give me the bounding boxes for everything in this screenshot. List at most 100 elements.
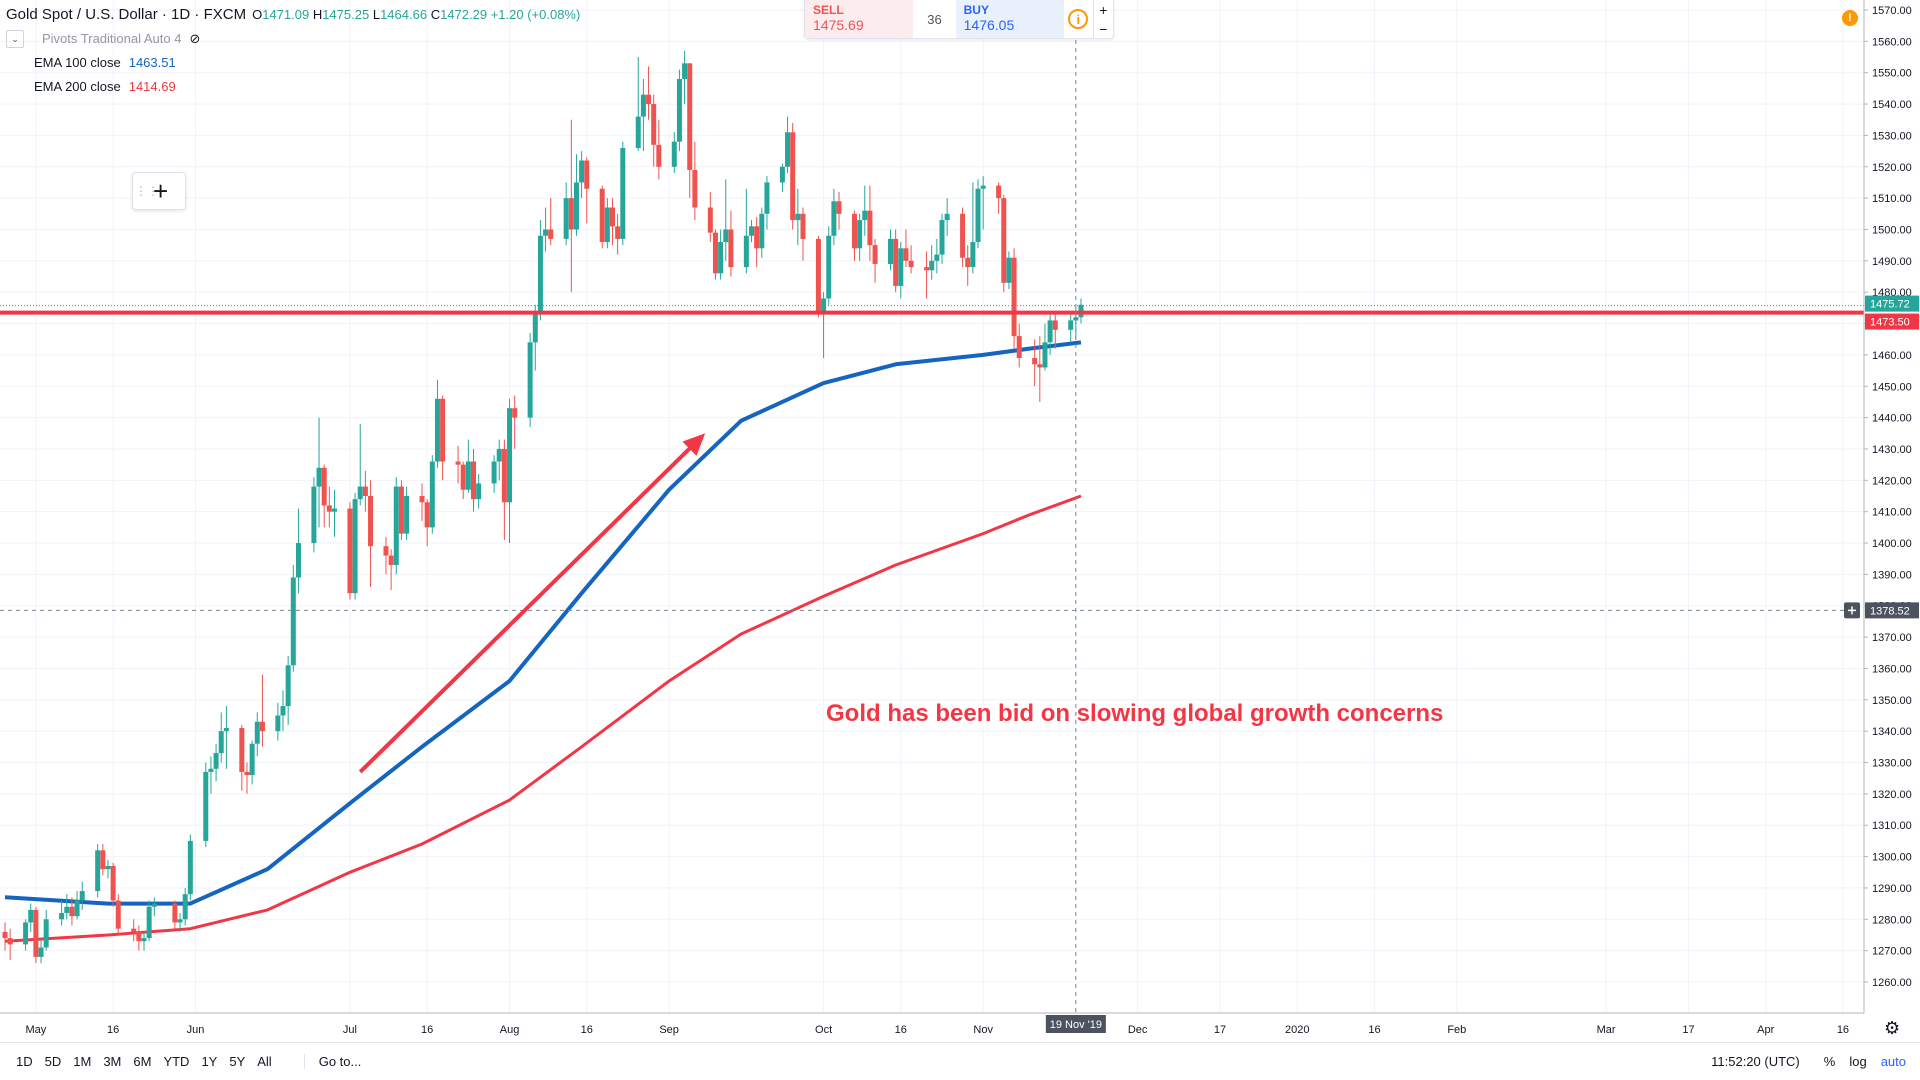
candle-body [934, 254, 940, 261]
last-price-tag: 1475.72 [1865, 295, 1919, 312]
percent-toggle[interactable]: % [1823, 1054, 1836, 1069]
sell-button[interactable]: SELL 1475.69 [805, 0, 914, 38]
price-tick-label: 1410.00 [1872, 507, 1912, 519]
time-tick-label: 2020 [1285, 1024, 1309, 1036]
candle-body [980, 185, 986, 189]
auto-toggle[interactable]: auto [1880, 1054, 1906, 1069]
candle [759, 207, 765, 258]
candle-body [862, 210, 868, 221]
crosshair-icon[interactable]: + [153, 175, 169, 206]
candle [749, 220, 755, 243]
candle-body [146, 906, 152, 939]
candle [831, 188, 837, 246]
candle-body [347, 508, 353, 594]
candle [584, 157, 590, 224]
range-button-ytd[interactable]: YTD [163, 1054, 190, 1069]
candle [568, 119, 574, 293]
candle [110, 862, 116, 907]
spread-value: 36 [927, 11, 942, 27]
candle [537, 220, 543, 321]
candle-body [707, 207, 713, 233]
candle [105, 859, 111, 879]
range-button-5d[interactable]: 5D [44, 1054, 62, 1069]
candle [2, 922, 8, 951]
time-tick-label: Nov [973, 1024, 993, 1036]
collapse-chevron-icon[interactable]: ⌄ [6, 30, 24, 48]
candle-body [254, 721, 260, 744]
chart-annotation-text[interactable]: Gold has been bid on slowing global grow… [826, 700, 1444, 727]
candle-body [532, 311, 538, 343]
candle-body [1068, 320, 1074, 330]
buy-button[interactable]: BUY 1476.05 [955, 0, 1064, 38]
time-tick-label: May [25, 1024, 46, 1036]
minus-button[interactable]: − [1099, 20, 1108, 37]
hidden-eye-icon[interactable]: ⊘ [189, 31, 201, 46]
candle-body [38, 947, 44, 957]
candle [316, 417, 322, 528]
candle [470, 448, 476, 512]
drag-handle-icon[interactable]: ⋮⋮ [135, 184, 159, 198]
candle [507, 398, 513, 544]
candle [1047, 311, 1053, 355]
candle-body [23, 922, 29, 945]
range-button-6m[interactable]: 6M [133, 1054, 152, 1069]
ema200-label[interactable]: EMA 200 close [34, 79, 121, 94]
utc-clock[interactable]: 11:52:20 (UTC) [1711, 1054, 1800, 1069]
candle-body [491, 461, 497, 484]
price-tick-label: 1490.00 [1872, 256, 1912, 268]
settings-gear-icon[interactable]: ⚙ [1884, 1018, 1901, 1038]
candle-body [687, 63, 693, 170]
candle [290, 564, 296, 672]
candle-body [893, 238, 899, 286]
candle-body [383, 546, 389, 556]
candle-body [754, 226, 760, 249]
price-tick-label: 1510.00 [1872, 193, 1912, 205]
crosshair-plus-icon [1844, 602, 1860, 619]
ema100-label[interactable]: EMA 100 close [34, 55, 121, 70]
candle-body [501, 448, 507, 503]
candle-body [470, 461, 476, 500]
alert-icon[interactable]: ! [1842, 10, 1858, 26]
candle [254, 712, 260, 757]
candle [795, 188, 801, 246]
candle [692, 141, 698, 221]
candle [280, 690, 286, 732]
go-to-button[interactable]: Go to... [303, 1054, 361, 1069]
range-button-1m[interactable]: 1M [73, 1054, 92, 1069]
candle [244, 762, 250, 794]
change-value: +1.20 (+0.08%) [490, 7, 581, 22]
range-button-1y[interactable]: 1Y [201, 1054, 218, 1069]
candle [960, 207, 966, 268]
time-tick-label: Dec [1128, 1024, 1148, 1036]
level-price-tag: 1473.50 [1865, 313, 1919, 330]
plus-button[interactable]: + [1099, 1, 1108, 18]
quantity-stepper[interactable]: + − [1092, 0, 1113, 38]
info-button[interactable]: i [1064, 0, 1093, 38]
range-button-5y[interactable]: 5Y [229, 1054, 246, 1069]
candle [718, 229, 724, 280]
candle-body [434, 398, 440, 462]
candle [764, 176, 770, 230]
candle [707, 191, 713, 243]
chart-overlays [0, 0, 1864, 1013]
candle-body [1006, 257, 1012, 283]
range-button-all[interactable]: All [257, 1054, 272, 1069]
candle [404, 486, 410, 540]
range-button-3m[interactable]: 3M [103, 1054, 122, 1069]
time-tick-label: 17 [1214, 1024, 1226, 1036]
symbol-title[interactable]: Gold Spot / U.S. Dollar · 1D · FXCM [6, 6, 247, 23]
candle-body [440, 398, 446, 462]
range-button-1d[interactable]: 1D [16, 1054, 33, 1069]
candle-body [1047, 320, 1053, 343]
pivots-indicator-label[interactable]: Pivots Traditional Auto 4 [42, 31, 182, 46]
drawing-tool-widget[interactable]: ⋮⋮ + [132, 172, 186, 210]
candle [682, 50, 688, 105]
candle [615, 213, 621, 255]
candle [857, 213, 863, 261]
candle [43, 909, 49, 951]
log-toggle[interactable]: log [1849, 1054, 1867, 1069]
price-tick-label: 1270.00 [1872, 946, 1912, 958]
candle-body [929, 260, 935, 271]
candle [347, 502, 353, 600]
